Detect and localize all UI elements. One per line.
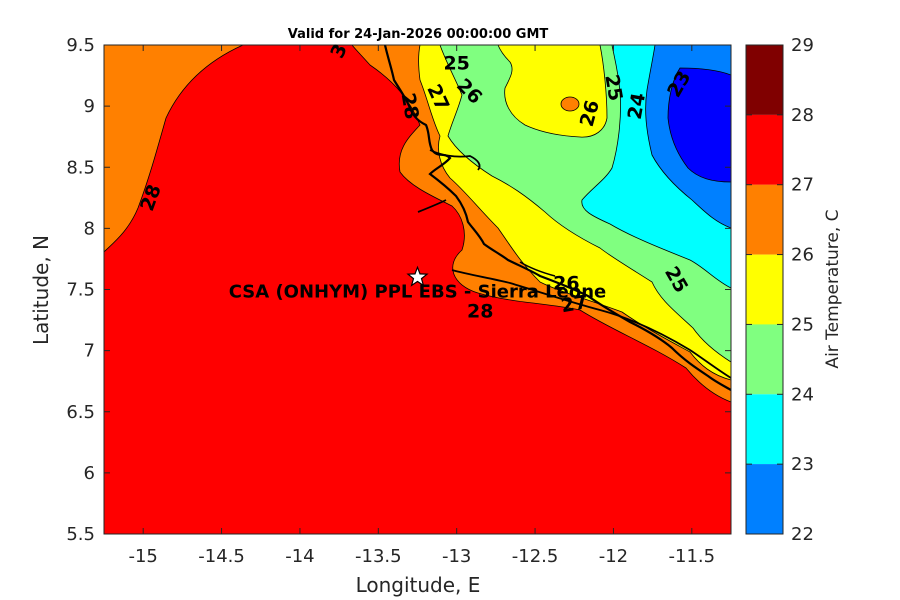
colorbar-seg-25-26	[746, 254, 783, 325]
peninsula-line	[417, 199, 447, 213]
contour-label: 28	[397, 91, 423, 121]
y-tick-label: 8.5	[66, 157, 95, 178]
colorbar-label: Air Temperature, C	[823, 209, 843, 368]
x-tick-label: -11.5	[669, 546, 716, 567]
colorbar-ticks: 22 23 24 25 26 27 28 29	[746, 35, 814, 545]
y-tick-label: 7	[84, 341, 95, 362]
colorbar-tick-label: 29	[791, 35, 814, 56]
figure-title: Valid for 24-Jan-2026 00:00:00 GMT	[288, 27, 549, 42]
y-tick-label: 6.5	[66, 402, 95, 423]
site-label: CSA (ONHYM) PPL EBS - Sierra Leone	[229, 281, 606, 302]
estuary-line	[429, 149, 481, 171]
x-tick-label: -14.5	[198, 546, 245, 567]
y-axis-label: Latitude, N	[29, 235, 53, 345]
y-tick-label: 9.5	[66, 35, 95, 56]
contour-label: 26	[553, 272, 579, 294]
colorbar-tick-label: 25	[791, 314, 814, 335]
y-axis: 5.5 6 6.5 7 7.5 8 8.5 9 9.5	[66, 35, 731, 545]
inlet-line	[519, 261, 556, 277]
band-27-28-blob	[560, 96, 580, 112]
contour-label: 27	[559, 291, 589, 317]
colorbar-tick-label: 22	[791, 524, 814, 545]
y-tick-label: 7.5	[66, 280, 95, 301]
colorbar-seg-28-29	[746, 45, 783, 115]
river-line	[451, 269, 731, 379]
colorbar-seg-22-23	[746, 464, 783, 534]
temperature-field	[104, 45, 731, 534]
colorbar-seg-24-25	[746, 324, 783, 395]
coastline	[383, 45, 731, 391]
y-tick-label: 9	[84, 96, 95, 117]
y-tick-label: 8	[84, 218, 95, 239]
colorbar-seg-27-28	[746, 114, 783, 185]
x-tick-label: -12.5	[512, 546, 559, 567]
site-marker-group: CSA (ONHYM) PPL EBS - Sierra Leone	[229, 265, 606, 302]
y-tick-label: 6	[84, 463, 95, 484]
colorbar-tick-label: 23	[791, 454, 814, 475]
x-tick-label: -13.5	[355, 546, 402, 567]
band-22-23	[667, 67, 731, 183]
band-26-27-inland	[497, 45, 608, 138]
x-tick-label: -14	[285, 546, 314, 567]
x-axis-label: Longitude, E	[356, 573, 481, 597]
colorbar-seg-23-24	[746, 394, 783, 465]
colorbar-tick-label: 27	[791, 175, 814, 196]
contour-label: 24	[624, 91, 650, 121]
colorbar: 22 23 24 25 26 27 28 29 Air Temperature, C	[745, 35, 843, 545]
band-27-28-northwest	[104, 45, 244, 253]
x-tick-label: -12	[599, 546, 628, 567]
x-tick-label: -13	[442, 546, 471, 567]
contour-label: 25	[600, 73, 626, 103]
colorbar-seg-26-27	[746, 184, 783, 255]
contour-label: 28	[467, 301, 493, 323]
star-icon	[406, 265, 429, 287]
colorbar-tick-label: 24	[791, 384, 814, 405]
colorbar-tick-label: 28	[791, 105, 814, 126]
x-axis: -15 -14.5 -14 -13.5 -13 -12.5 -12 -11.5	[128, 45, 715, 567]
colorbar-frame	[745, 44, 784, 535]
contour-label: 25	[443, 52, 469, 74]
colorbar-tick-label: 26	[791, 245, 814, 266]
y-tick-label: 5.5	[66, 524, 95, 545]
x-tick-label: -15	[128, 546, 157, 567]
